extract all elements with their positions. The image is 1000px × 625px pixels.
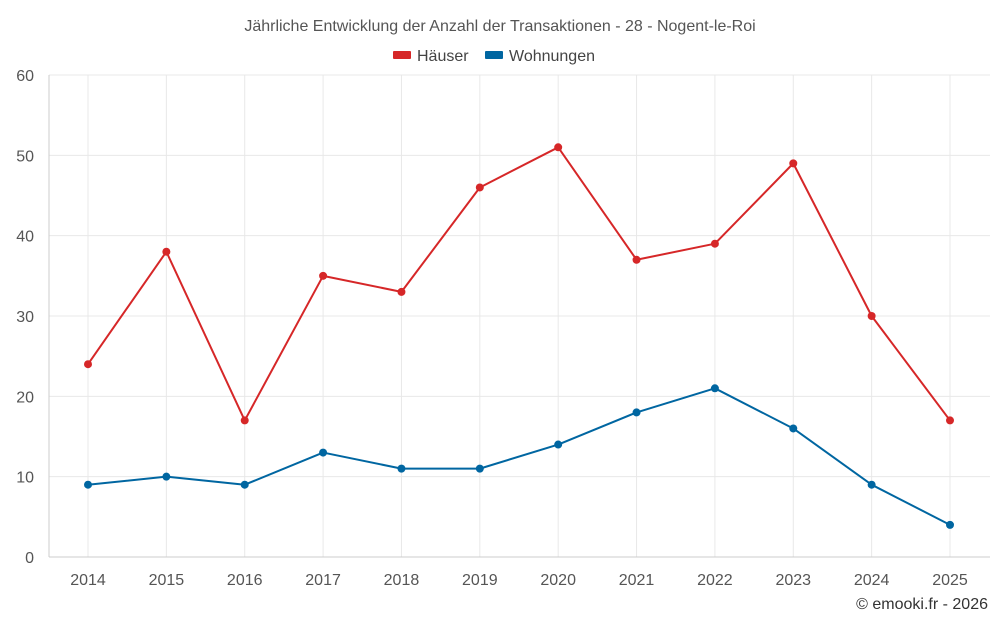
y-tick-label: 50 xyxy=(16,148,34,165)
chart-title: Jährliche Entwicklung der Anzahl der Tra… xyxy=(244,18,755,35)
series-line-0 xyxy=(87,146,951,422)
legend: Häuser Wohnungen xyxy=(393,48,595,65)
x-tick-label: 2022 xyxy=(697,572,733,589)
data-point[interactable] xyxy=(240,480,249,489)
x-tick-label: 2015 xyxy=(149,572,185,589)
data-point[interactable] xyxy=(867,480,876,489)
data-point[interactable] xyxy=(554,143,563,152)
grid xyxy=(49,74,990,557)
x-tick-label: 2024 xyxy=(854,572,890,589)
data-point[interactable] xyxy=(397,287,406,296)
y-tick-label: 40 xyxy=(16,229,34,246)
data-point[interactable] xyxy=(632,408,641,417)
y-tick-label: 10 xyxy=(16,470,34,487)
x-tick-label: 2018 xyxy=(384,572,420,589)
data-point[interactable] xyxy=(789,424,798,433)
x-tick-label: 2025 xyxy=(932,572,968,589)
x-tick-label: 2023 xyxy=(775,572,811,589)
data-point[interactable] xyxy=(475,183,484,192)
x-tick-label: 2020 xyxy=(540,572,576,589)
x-tick-label: 2019 xyxy=(462,572,498,589)
x-tick-label: 2017 xyxy=(305,572,341,589)
data-point[interactable] xyxy=(632,255,641,264)
y-tick-label: 60 xyxy=(16,68,34,85)
series-points xyxy=(84,143,954,529)
legend-item-apartments[interactable]: Wohnungen xyxy=(485,48,595,65)
data-point[interactable] xyxy=(710,384,719,393)
data-point[interactable] xyxy=(475,464,484,473)
data-point[interactable] xyxy=(162,247,171,256)
data-point[interactable] xyxy=(162,472,171,481)
data-point[interactable] xyxy=(554,440,563,449)
data-point[interactable] xyxy=(946,520,954,529)
legend-swatch-houses xyxy=(393,51,411,59)
x-tick-label: 2021 xyxy=(619,572,655,589)
axes: 0 10 20 30 40 50 60 2014 2015 2016 2017 2018 2019 202… xyxy=(16,68,990,589)
x-tick-label: 2016 xyxy=(227,572,263,589)
data-point[interactable] xyxy=(867,312,876,320)
legend-label-apartments: Wohnungen xyxy=(509,48,595,65)
data-point[interactable] xyxy=(319,448,328,457)
data-point[interactable] xyxy=(710,239,719,248)
series-line-1 xyxy=(87,387,951,526)
data-point[interactable] xyxy=(84,360,92,369)
x-tick-label: 2014 xyxy=(70,572,106,589)
data-point[interactable] xyxy=(84,480,92,489)
data-point[interactable] xyxy=(946,416,954,425)
legend-item-houses[interactable]: Häuser xyxy=(393,48,469,65)
credit-text: © emooki.fr - 2026 xyxy=(856,596,988,613)
data-point[interactable] xyxy=(240,416,249,425)
y-tick-label: 20 xyxy=(16,389,34,406)
legend-swatch-apartments xyxy=(485,51,503,59)
data-point[interactable] xyxy=(789,159,798,168)
series-lines xyxy=(87,146,951,526)
data-point[interactable] xyxy=(397,464,406,473)
data-point[interactable] xyxy=(319,271,328,280)
legend-label-houses: Häuser xyxy=(417,48,469,65)
y-tick-label: 0 xyxy=(25,550,34,567)
y-tick-label: 30 xyxy=(16,309,34,326)
